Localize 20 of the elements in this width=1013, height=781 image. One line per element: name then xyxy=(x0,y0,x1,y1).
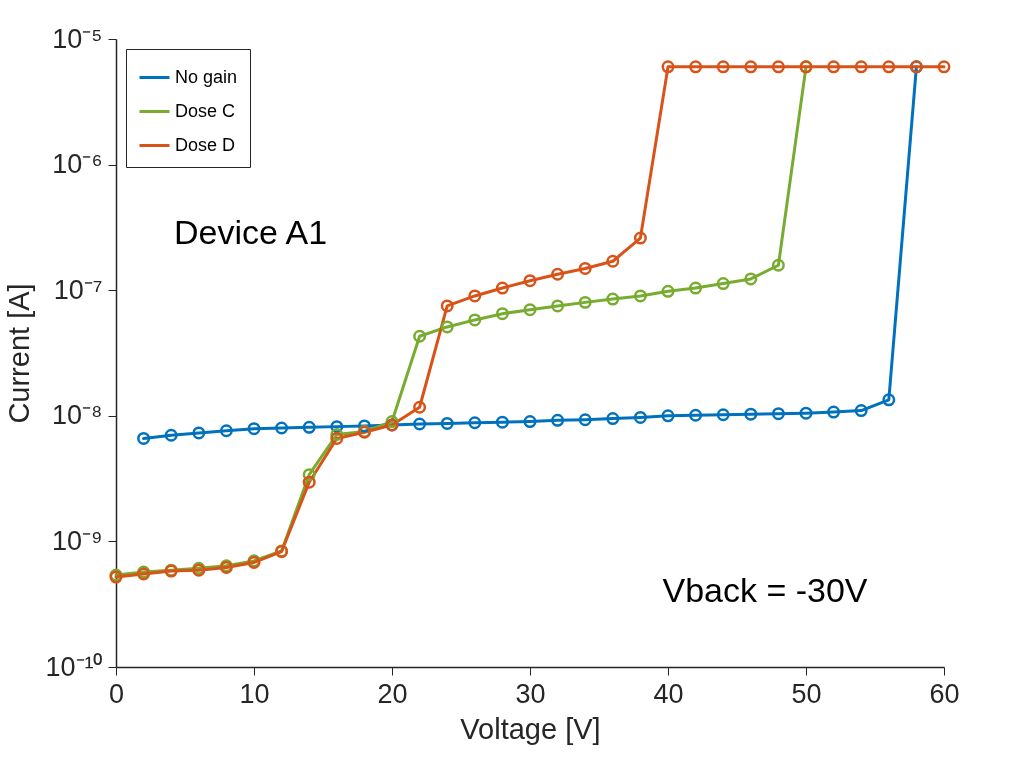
x-axis-title: Voltage [V] xyxy=(460,712,601,745)
y-tick-label: 10⁻¹⁰ xyxy=(45,651,103,682)
annotation: Vback = -30V xyxy=(662,570,868,609)
x-tick-label: 0 xyxy=(108,678,125,709)
x-tick-label: 40 xyxy=(653,678,684,709)
x-tick-label: 50 xyxy=(791,678,822,709)
legend-label: Dose C xyxy=(175,100,236,121)
x-tick-label: 30 xyxy=(515,678,546,709)
y-tick-label: 10⁻⁶ xyxy=(52,149,103,180)
y-tick-label: 10⁻⁸ xyxy=(52,400,103,431)
x-tick-label: 20 xyxy=(377,678,408,709)
annotation: Device A1 xyxy=(173,212,328,251)
y-tick-label: 10⁻⁵ xyxy=(52,23,103,54)
y-tick-label: 10⁻⁹ xyxy=(51,525,103,556)
legend-label: No gain xyxy=(175,66,238,87)
y-tick-label: 10⁻⁷ xyxy=(53,274,103,305)
x-tick-label: 10 xyxy=(239,678,270,709)
x-tick-label: 60 xyxy=(929,678,960,709)
legend-label: Dose D xyxy=(175,134,236,155)
y-axis-title: Current [A] xyxy=(3,283,36,424)
